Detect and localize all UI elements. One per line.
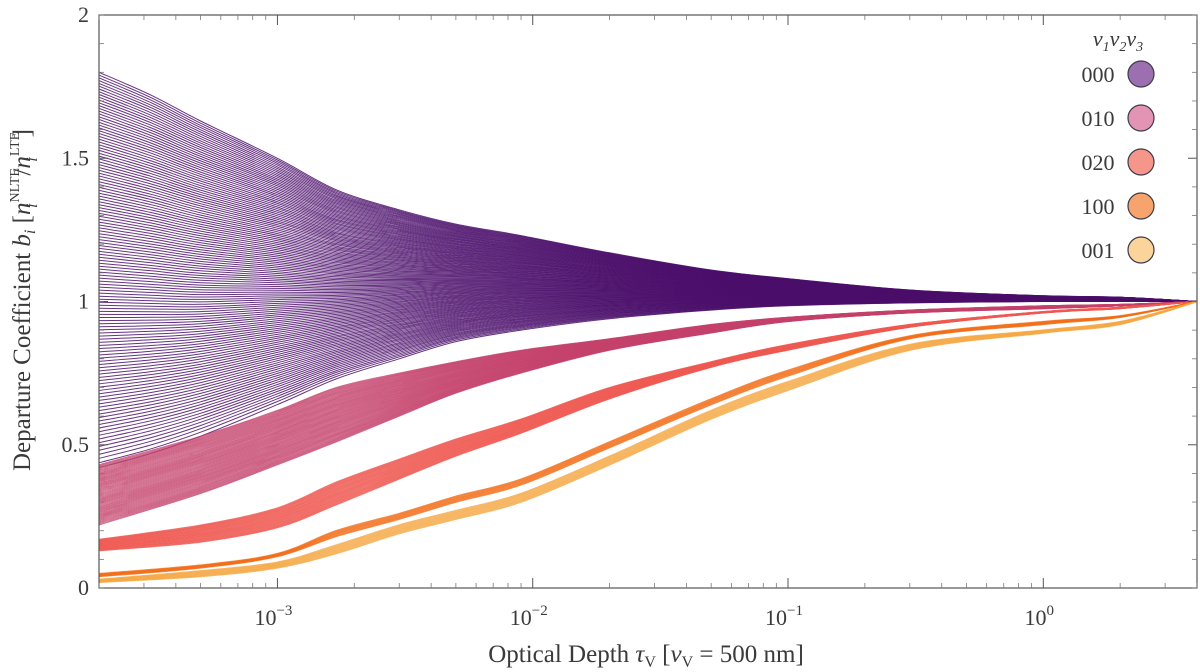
legend-label: 001 (1082, 238, 1115, 263)
x-tick-label: 10−3 (254, 603, 292, 630)
legend-label: 020 (1082, 150, 1115, 175)
legend-item-100: 100 (1082, 192, 1155, 220)
legend-swatch (1127, 60, 1155, 88)
legend-title: v1v2v3 (1093, 26, 1143, 55)
series-line-000 (99, 300, 1197, 422)
legend-item-000: 000 (1082, 60, 1155, 88)
x-axis-title: Optical Depth τV [νV = 500 nm] (488, 641, 804, 671)
legend-item-010: 010 (1082, 104, 1155, 132)
y-tick-label: 1.5 (62, 145, 90, 170)
legend-swatch (1127, 236, 1155, 264)
x-tick-label: 10−1 (765, 603, 803, 630)
series-line-000 (99, 300, 1197, 425)
series-020 (99, 301, 1197, 552)
legend: v1v2v3 000 010 020 100 001 (1082, 26, 1155, 264)
series-line-100 (99, 300, 1197, 575)
y-tick-label: 1 (78, 289, 89, 314)
legend-swatch (1127, 192, 1155, 220)
series-100 (99, 300, 1197, 578)
series-line-001 (99, 300, 1197, 581)
legend-items: 000 010 020 100 001 (1082, 60, 1155, 264)
series-000 (99, 71, 1197, 469)
legend-label: 100 (1082, 194, 1115, 219)
legend-label: 010 (1082, 106, 1115, 131)
x-tick-label: 10−2 (510, 603, 548, 630)
legend-swatch (1127, 148, 1155, 176)
y-tick-label: 0 (78, 575, 89, 600)
y-tick-labels: 0 0.5 1 1.5 2 (62, 2, 90, 600)
y-tick-label: 2 (78, 2, 89, 27)
legend-label: 000 (1082, 62, 1115, 87)
axis-ticks (98, 14, 1198, 589)
series-line-000 (99, 71, 1197, 302)
y-axis-title: Departure Coefficient bi [nNLTEi/nLTEi] (8, 129, 41, 471)
x-tick-label: 100 (1025, 603, 1055, 630)
series-line-020 (99, 301, 1197, 540)
y-tick-label: 0.5 (62, 432, 90, 457)
series-line-010 (99, 301, 1197, 466)
legend-swatch (1127, 104, 1155, 132)
series-010 (99, 301, 1197, 526)
x-tick-labels: 10−3 10−2 10−1 100 (254, 603, 1054, 630)
series-001 (99, 300, 1197, 583)
series-layer (99, 71, 1197, 583)
legend-item-020: 020 (1082, 148, 1155, 176)
legend-item-001: 001 (1082, 236, 1155, 264)
